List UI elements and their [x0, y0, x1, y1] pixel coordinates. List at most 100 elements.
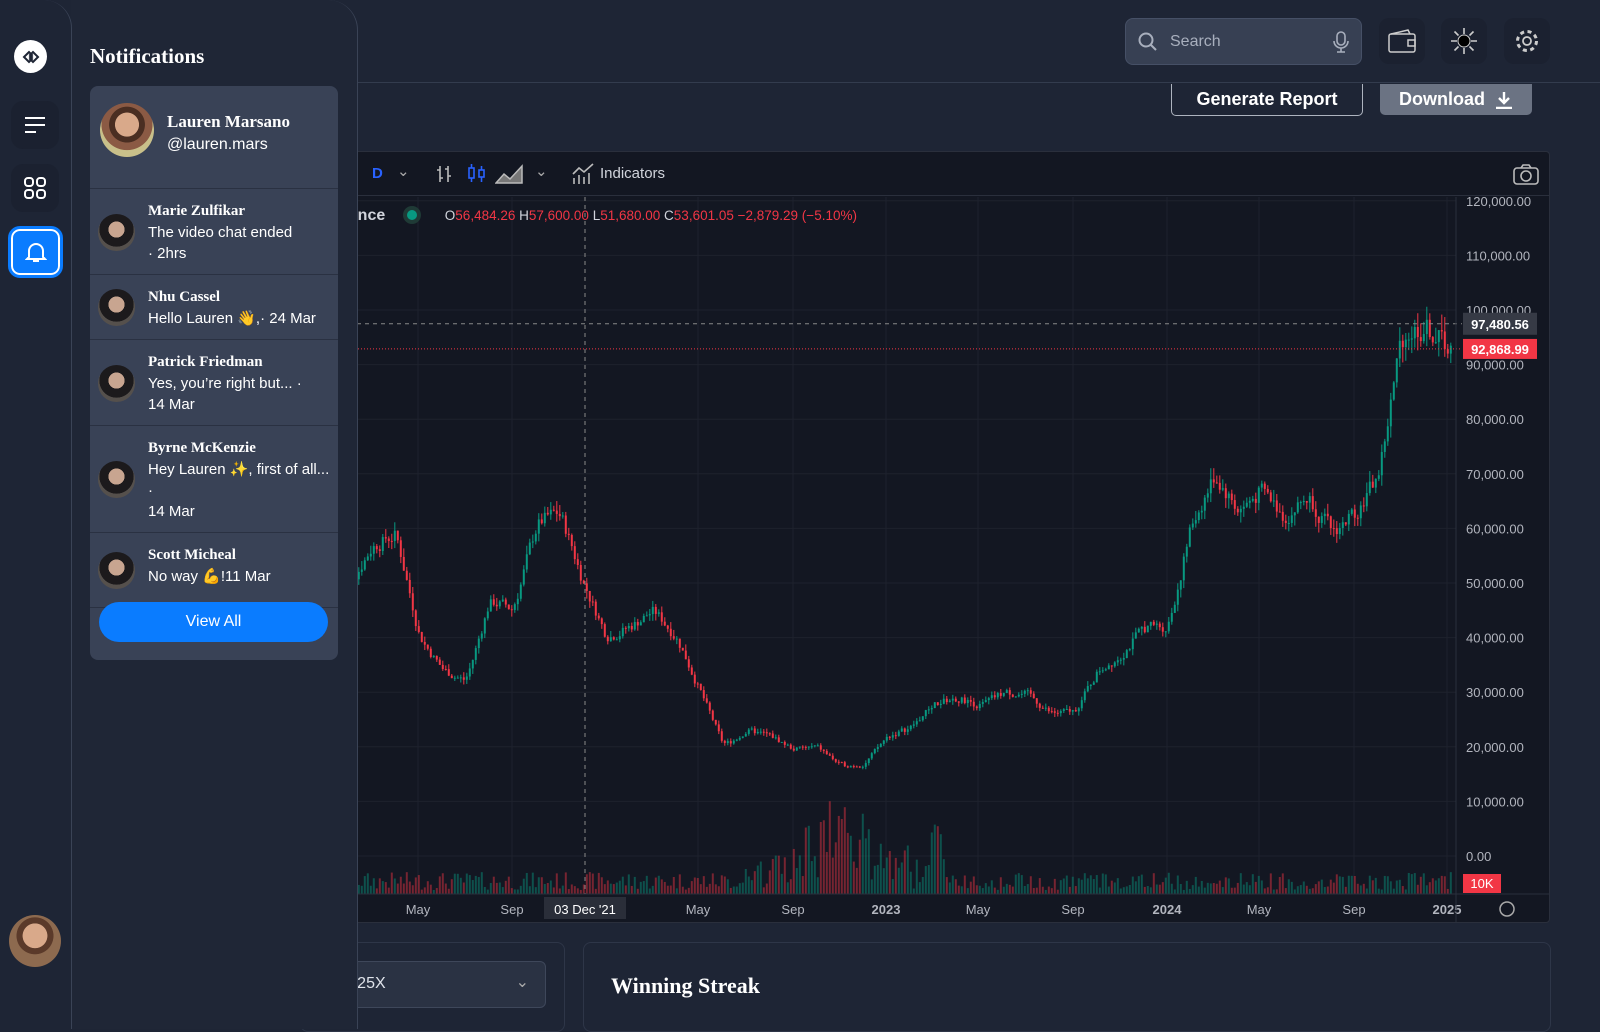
- candlestick-chart-type-icon[interactable]: [467, 162, 487, 186]
- volume-bar: [759, 861, 762, 894]
- candle-body: [921, 716, 924, 721]
- candle-body: [1134, 632, 1137, 639]
- volume-bar: [732, 886, 735, 894]
- y-tick-label: 70,000.00: [1466, 467, 1524, 482]
- volume-bar: [603, 884, 606, 894]
- notifications-bell-button[interactable]: [8, 226, 63, 278]
- candle-body: [480, 633, 483, 639]
- volume-bar: [882, 868, 885, 894]
- menu-icon[interactable]: [11, 101, 59, 149]
- logo-icon[interactable]: [14, 40, 47, 73]
- candle-body: [915, 721, 918, 725]
- volume-bar: [1116, 878, 1119, 894]
- bar-chart-type-icon[interactable]: [434, 164, 454, 184]
- avatar: [98, 461, 135, 498]
- candle-body: [1215, 482, 1218, 484]
- candle-body: [675, 638, 678, 640]
- volume-bar: [792, 848, 795, 894]
- candle-body: [825, 750, 828, 755]
- candle-body: [1287, 522, 1290, 524]
- volume-bar: [711, 873, 714, 894]
- candle-body: [771, 733, 774, 738]
- interval-button[interactable]: D: [372, 165, 383, 182]
- volume-bar: [576, 888, 579, 894]
- volume-bar: [1131, 876, 1134, 894]
- candle-body: [1026, 690, 1029, 692]
- candle-body: [624, 627, 627, 629]
- candle-body: [1125, 650, 1128, 658]
- candle-body: [591, 601, 594, 603]
- candle-body: [1308, 496, 1311, 503]
- profile-row[interactable]: Lauren Marsano @lauren.mars: [90, 86, 338, 189]
- candle-body: [1011, 694, 1014, 697]
- notification-item[interactable]: Scott Micheal No way 💪!11 Mar: [90, 533, 338, 608]
- volume-bar: [1014, 874, 1017, 894]
- generate-report-button[interactable]: Generate Report: [1171, 84, 1363, 116]
- candle-body: [1002, 693, 1005, 696]
- theme-toggle-button[interactable]: [1441, 18, 1487, 64]
- candle-body: [951, 698, 954, 701]
- volume-bar: [1047, 886, 1050, 894]
- volume-bar: [1353, 876, 1356, 894]
- volume-bar: [663, 881, 666, 894]
- indicators-button[interactable]: Indicators: [600, 165, 666, 182]
- sidebar-rail: [0, 0, 72, 1029]
- notification-item[interactable]: Byrne McKenzie Hey Lauren ✨, first of all…: [90, 426, 338, 533]
- volume-bar: [639, 881, 642, 894]
- candle-body: [1242, 506, 1245, 509]
- volume-bar: [1437, 878, 1440, 894]
- volume-bar: [561, 885, 564, 894]
- search-input[interactable]: Search: [1125, 18, 1362, 65]
- volume-bar: [978, 885, 981, 894]
- volume-bar: [549, 880, 552, 894]
- area-chart-type-icon[interactable]: [495, 163, 525, 185]
- wallet-button[interactable]: [1379, 18, 1425, 64]
- candle-body: [1182, 556, 1185, 581]
- candle-body: [999, 693, 1002, 696]
- notification-item[interactable]: Marie Zulfikar The video chat ended · 2hrs: [90, 189, 338, 275]
- candle-body: [432, 655, 435, 657]
- price-chart[interactable]: D ⌄ ⌄ Indicators 120,000.00 110,000.00 100…: [300, 151, 1550, 923]
- view-all-button[interactable]: View All: [99, 602, 328, 642]
- chart-type-chevron-icon[interactable]: ⌄: [535, 163, 548, 180]
- candle-body: [924, 710, 927, 717]
- settings-button[interactable]: [1504, 18, 1550, 64]
- notification-item[interactable]: Nhu Cassel Hello Lauren 👋,· 24 Mar: [90, 275, 338, 340]
- volume-bar: [1059, 880, 1062, 894]
- candle-body: [495, 604, 498, 607]
- volume-bar: [660, 879, 663, 894]
- volume-bar: [1416, 884, 1419, 894]
- volume-bar: [429, 884, 432, 894]
- candle-body: [1404, 339, 1407, 348]
- volume-bar: [1434, 880, 1437, 894]
- download-button[interactable]: Download: [1380, 84, 1532, 115]
- x-tick-label: May: [1247, 902, 1272, 917]
- volume-bar: [606, 880, 609, 894]
- candlestick-plot[interactable]: 120,000.00110,000.00100,000.0090,000.008…: [301, 152, 1550, 923]
- candle-body: [645, 615, 648, 617]
- volume-bar: [1290, 881, 1293, 894]
- apps-grid-icon[interactable]: [11, 164, 59, 212]
- volume-bar: [813, 856, 816, 894]
- candle-body: [840, 762, 843, 764]
- indicators-icon[interactable]: [571, 162, 595, 186]
- interval-chevron-icon[interactable]: ⌄: [397, 163, 410, 180]
- volume-bar: [1107, 886, 1110, 894]
- candle-body: [1161, 627, 1164, 632]
- volume-bar: [522, 878, 525, 894]
- volume-bar: [1011, 886, 1014, 894]
- candle-body: [687, 659, 690, 668]
- user-avatar[interactable]: [9, 915, 61, 967]
- candle-body: [546, 512, 549, 515]
- notification-item[interactable]: Patrick Friedman Yes, you’re right but...…: [90, 340, 338, 426]
- candle-body: [906, 729, 909, 732]
- axis-settings-icon: [1499, 901, 1515, 917]
- volume-bar: [1206, 882, 1209, 894]
- volume-bar: [1020, 875, 1023, 894]
- volume-bar: [687, 887, 690, 894]
- x-tick-label: 2023: [872, 902, 901, 917]
- volume-bar: [852, 861, 855, 894]
- microphone-icon[interactable]: [1333, 31, 1349, 53]
- camera-icon[interactable]: [1513, 163, 1539, 185]
- volume-bar: [417, 875, 420, 894]
